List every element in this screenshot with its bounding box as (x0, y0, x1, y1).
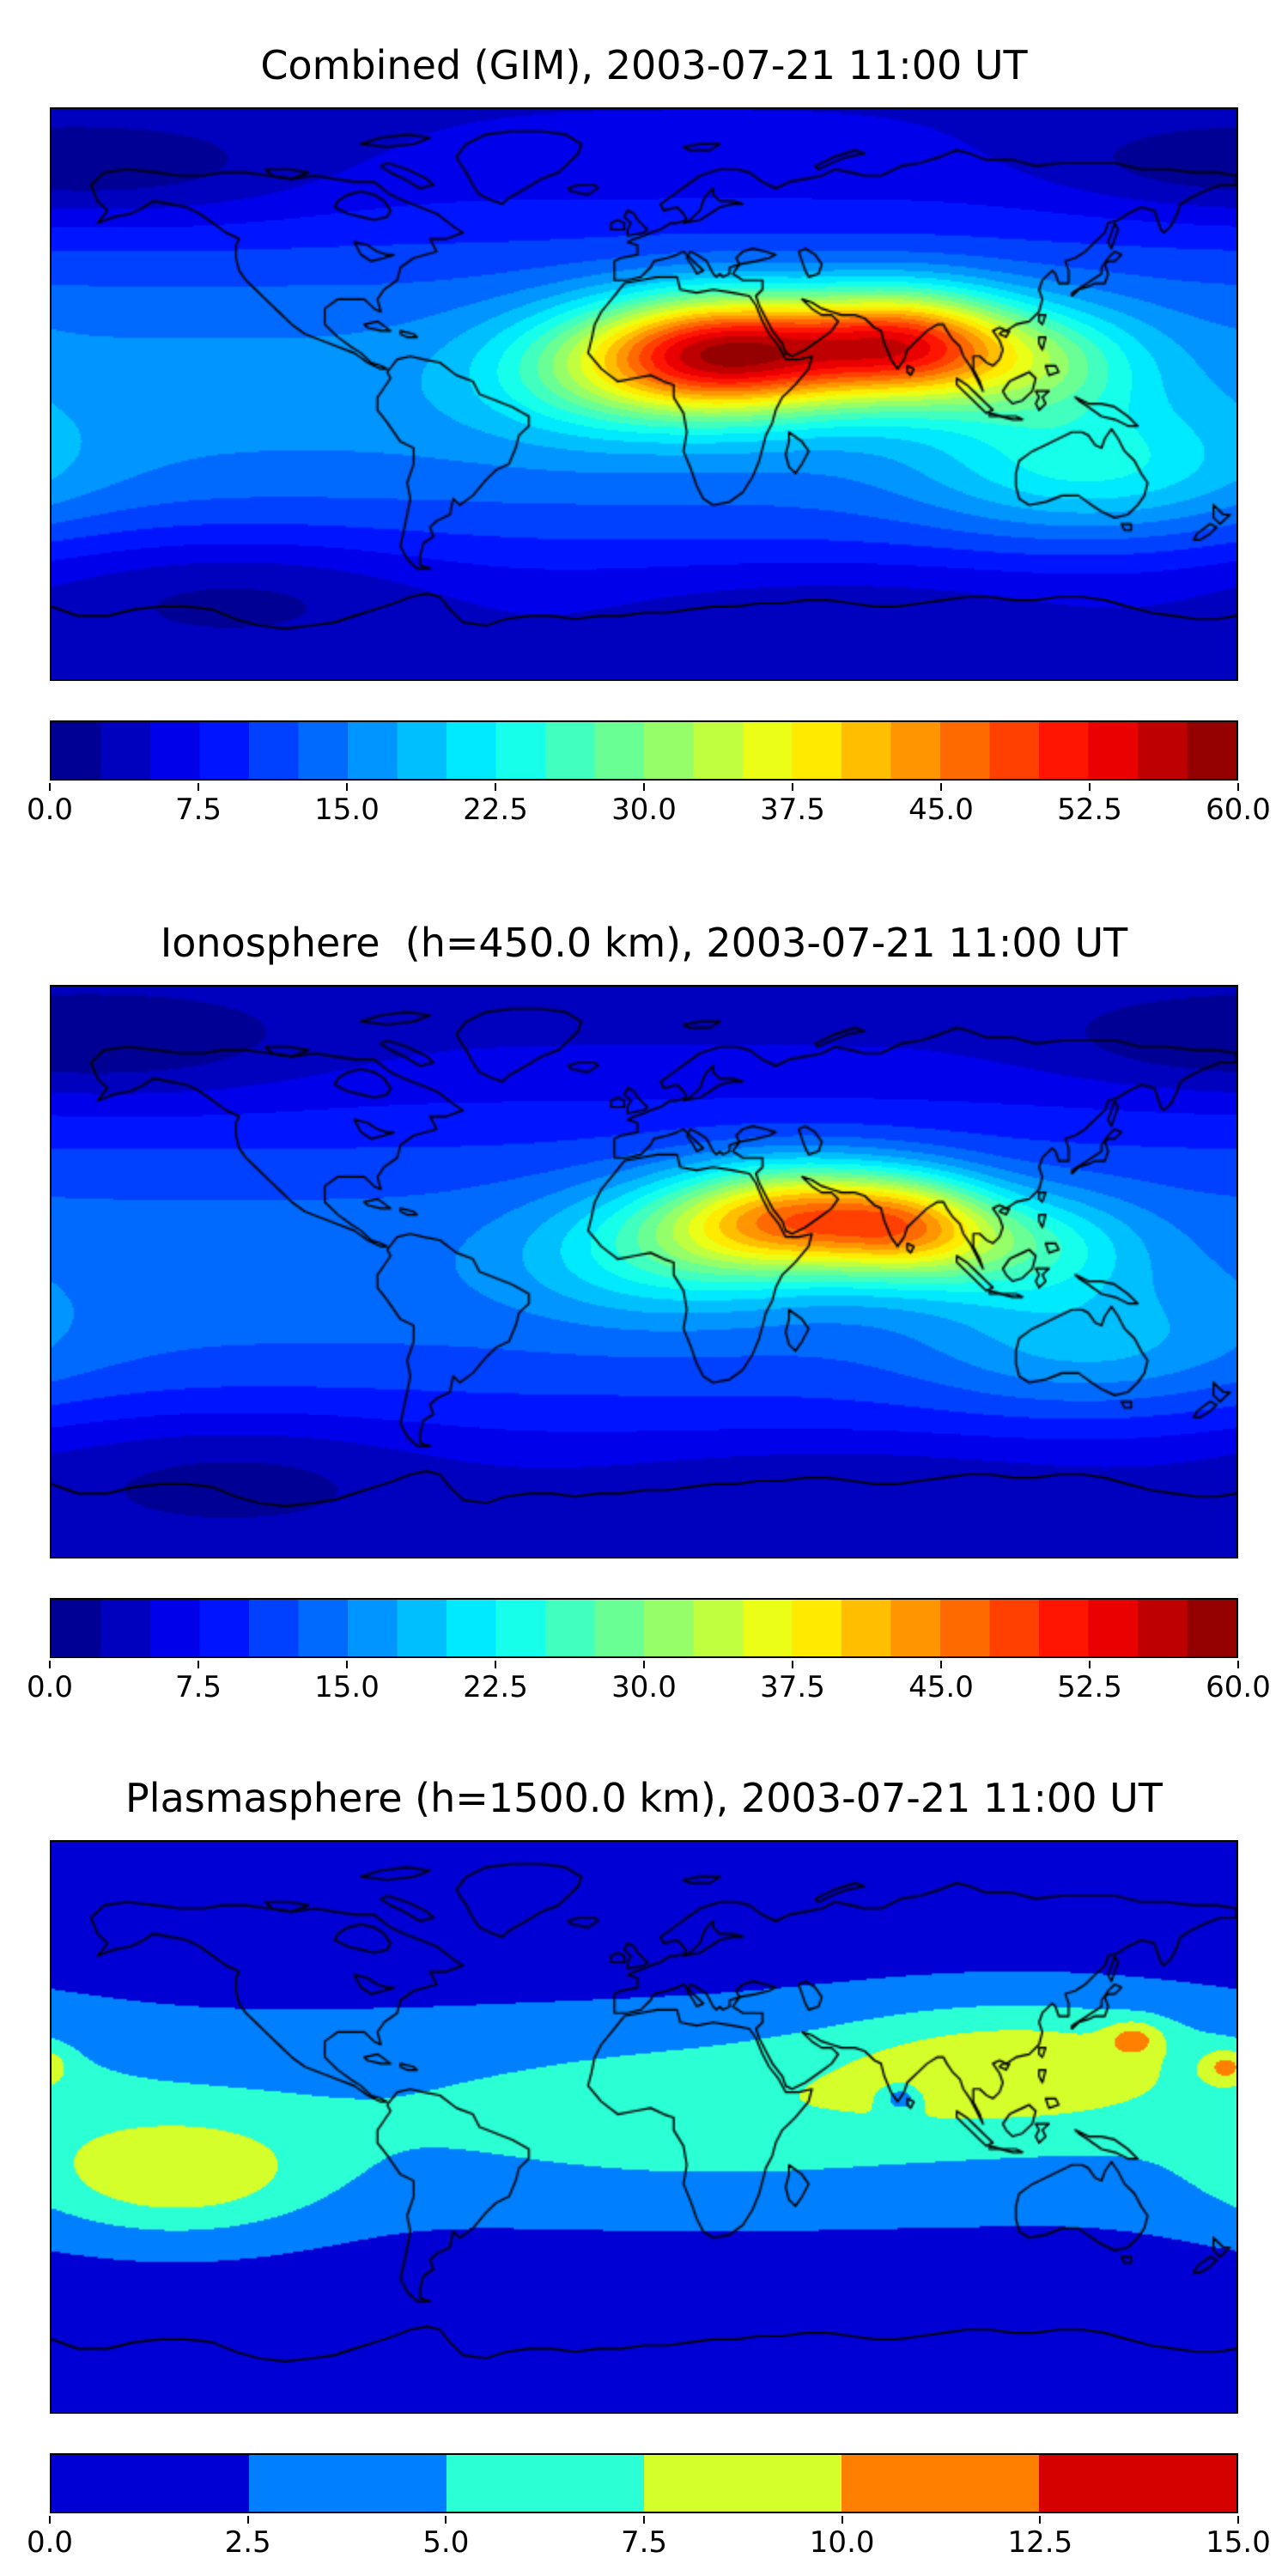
panel-plasmasphere: Plasmasphere (h=1500.0 km), 2003-07-21 1… (0, 1774, 1288, 2564)
colorbar-tick-label: 7.5 (174, 792, 222, 827)
colorbar-tick (1039, 2515, 1042, 2524)
colorbar-tick-label: 15.0 (1206, 2524, 1271, 2560)
colorbar-tick (940, 782, 942, 791)
colorbar-ticks-combined: 0.0 7.5 15.0 22.5 30.0 37.5 45.0 52.5 60.0 (27, 782, 1271, 831)
colorbar-tick-label: 37.5 (760, 792, 825, 827)
colorbar-tick-label: 22.5 (463, 792, 528, 827)
colorbar-tick-label: 22.5 (463, 1669, 528, 1704)
colorbar-tick-label: 52.5 (1057, 792, 1122, 827)
colorbar-combined (50, 720, 1238, 781)
panel-title-ionosphere: Ionosphere (h=450.0 km), 2003-07-21 11:0… (160, 919, 1128, 966)
colorbar-tick-label: 52.5 (1057, 1669, 1122, 1704)
panel-combined: Combined (GIM), 2003-07-21 11:00 UT 0.0 7… (0, 43, 1288, 831)
colorbar-tick-label: 7.5 (620, 2524, 668, 2560)
colorbar-tick (495, 1660, 496, 1668)
colorbar-tick (1089, 782, 1091, 791)
colorbar-tick-label: 30.0 (611, 1669, 677, 1704)
colorbar-tick-label: 15.0 (314, 792, 380, 827)
colorbar-tick-label: 12.5 (1007, 2524, 1073, 2560)
colorbar-tick-label: 45.0 (908, 792, 974, 827)
colorbar-tick (792, 1660, 793, 1668)
colorbar-tick-label: 0.0 (26, 792, 74, 827)
map-canvas-ionosphere (50, 984, 1238, 1558)
colorbar-tick (643, 2515, 645, 2524)
colorbar-ticks-plasmasphere: 0.0 2.5 5.0 7.5 10.0 12.5 15.0 (27, 2515, 1271, 2564)
colorbar-ticks-ionosphere: 0.0 7.5 15.0 22.5 30.0 37.5 45.0 52.5 60.0 (27, 1660, 1271, 1709)
colorbar-tick (495, 782, 496, 791)
colorbar-tick-label: 5.0 (422, 2524, 470, 2560)
colorbar-tick-label: 60.0 (1206, 1669, 1271, 1704)
colorbar-tick (49, 1660, 51, 1668)
colorbar-tick (346, 782, 348, 791)
map-canvas-plasmasphere (50, 1839, 1238, 2414)
colorbar-tick (197, 782, 199, 791)
colorbar-tick-label: 10.0 (809, 2524, 875, 2560)
colorbar-tick-label: 45.0 (908, 1669, 974, 1704)
panel-ionosphere: Ionosphere (h=450.0 km), 2003-07-21 11:0… (0, 920, 1288, 1709)
colorbar-tick (246, 2515, 249, 2524)
colorbar-tick (445, 2515, 447, 2524)
colorbar-tick-label: 2.5 (224, 2524, 271, 2560)
colorbar-plasmasphere (50, 2452, 1238, 2513)
colorbar-tick (940, 1660, 942, 1668)
colorbar-tick (643, 1660, 645, 1668)
colorbar-tick-label: 60.0 (1206, 792, 1271, 827)
panel-title-plasmasphere: Plasmasphere (h=1500.0 km), 2003-07-21 1… (125, 1774, 1163, 1821)
colorbar-tick (49, 782, 51, 791)
colorbar-tick (643, 782, 645, 791)
colorbar-ionosphere (50, 1597, 1238, 1658)
colorbar-tick (1237, 1660, 1239, 1668)
colorbar-tick-label: 0.0 (26, 1669, 74, 1704)
colorbar-tick (1237, 2515, 1239, 2524)
colorbar-tick-label: 30.0 (611, 792, 677, 827)
colorbar-tick-label: 37.5 (760, 1669, 825, 1704)
colorbar-tick (346, 1660, 348, 1668)
colorbar-tick-label: 15.0 (314, 1669, 380, 1704)
colorbar-tick (792, 782, 793, 791)
panel-title-combined: Combined (GIM), 2003-07-21 11:00 UT (260, 42, 1028, 88)
colorbar-tick (49, 2515, 51, 2524)
colorbar-tick (197, 1660, 199, 1668)
colorbar-tick-label: 7.5 (174, 1669, 222, 1704)
colorbar-tick (1237, 782, 1239, 791)
colorbar-tick (1089, 1660, 1091, 1668)
map-canvas-combined (50, 106, 1238, 681)
colorbar-tick (841, 2515, 843, 2524)
colorbar-tick-label: 0.0 (26, 2524, 74, 2560)
